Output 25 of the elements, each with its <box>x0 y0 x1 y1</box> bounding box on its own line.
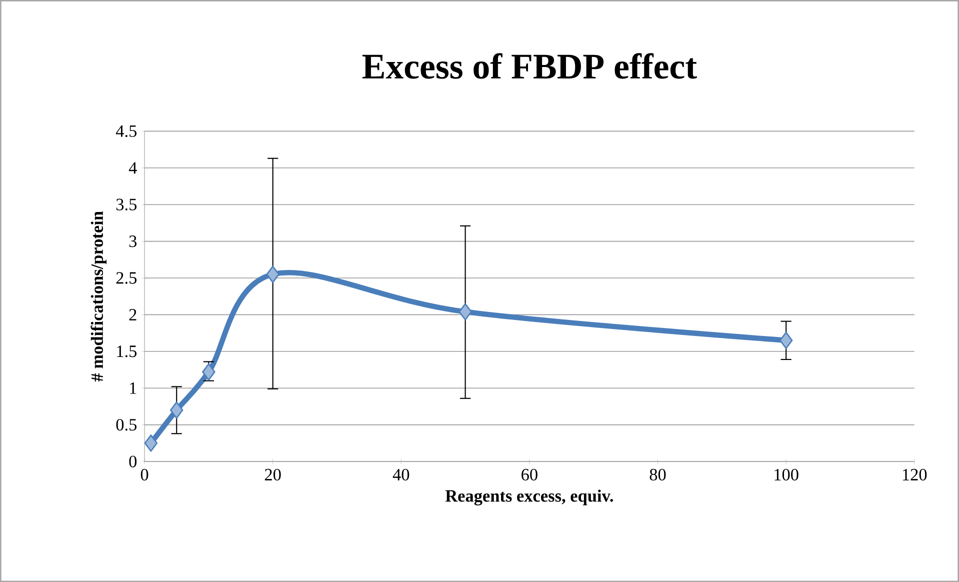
x-tick-label: 120 <box>902 468 927 480</box>
x-axis-title: Reagents excess, equiv. <box>445 490 614 506</box>
y-tick-label: 1.5 <box>117 346 137 358</box>
y-tick-label: 2.5 <box>116 272 137 284</box>
y-tick-label: 0 <box>129 456 137 468</box>
y-tick-label: 4.5 <box>116 125 137 137</box>
point <box>266 266 280 283</box>
y-tick-label: 3 <box>129 235 137 248</box>
x-tick-label: 40 <box>392 468 410 480</box>
x-tick-label: 100 <box>774 468 798 480</box>
chart-title: Excess of FBDP effect <box>362 53 697 79</box>
x-tick-label: 80 <box>650 468 666 480</box>
y-tick-label: 3.5 <box>116 198 137 210</box>
point <box>458 303 472 320</box>
x-tick-label: 60 <box>522 468 538 480</box>
y-tick-label: 0.5 <box>116 418 137 431</box>
x-tick-label: 0 <box>140 468 148 480</box>
y-tick-label: 1 <box>130 382 136 394</box>
x-tick-label: 20 <box>264 468 281 480</box>
y-axis-title: # modifications/protein <box>90 211 106 382</box>
point <box>144 434 158 452</box>
y-tick-label: 2 <box>129 308 136 320</box>
y-tick-label: 4 <box>128 162 137 174</box>
point <box>779 332 793 350</box>
point <box>170 401 184 419</box>
